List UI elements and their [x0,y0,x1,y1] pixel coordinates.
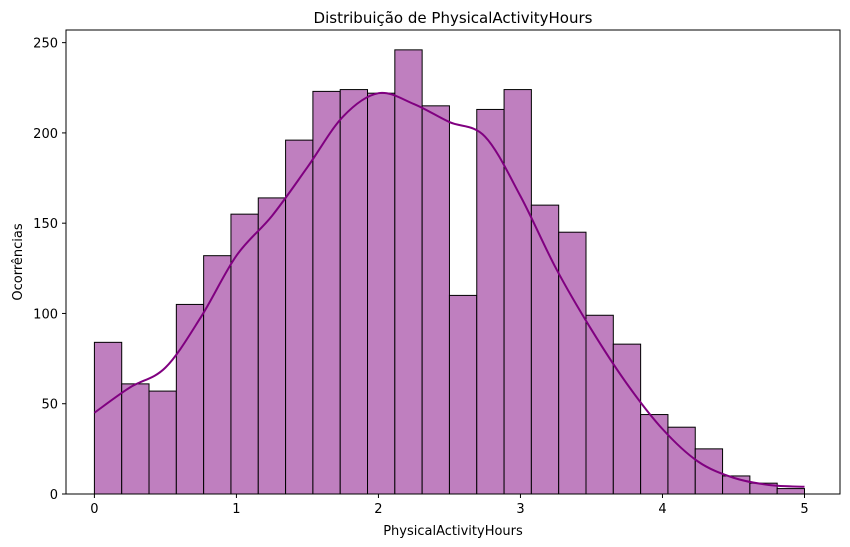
histogram-bar [367,92,396,495]
kde-line [93,91,805,488]
x-ticks-group: 0 1 2 3 4 5 [90,494,809,517]
histogram-bar [339,89,369,495]
chart-title: Distribuição de PhysicalActivityHours [314,9,593,27]
y-tick-label: 250 [33,37,58,52]
histogram-bar [503,89,532,495]
x-axis-label: PhysicalActivityHours [383,524,523,539]
histogram-bar [776,488,805,495]
x-tick-label: 1 [232,502,240,517]
y-tick-label: 100 [33,307,58,322]
plot-frame [65,29,841,495]
histogram-bar [93,341,123,495]
histogram-bar [585,314,614,495]
histogram-bar [148,390,177,495]
histogram-bar [667,426,696,495]
y-tick-label: 150 [33,217,58,232]
histogram-bar [121,383,150,495]
y-ticks-group: 0 50 100 150 200 250 [33,37,66,503]
histogram-bar [230,213,259,495]
histogram-bar [612,343,642,495]
y-axis-label: Ocorrências [11,223,26,300]
y-tick-label: 50 [41,398,58,413]
bars-group [93,49,805,495]
x-tick-label: 2 [374,502,382,517]
y-tick-label: 0 [50,488,58,503]
y-tick-label: 200 [33,127,58,142]
histogram-bar [285,139,314,495]
histogram-bar [640,414,669,495]
histogram-bar [448,294,478,495]
x-tick-label: 0 [90,502,98,517]
histogram-bar [394,49,423,495]
x-tick-label: 5 [800,502,808,517]
histogram-bar [257,197,287,495]
x-tick-label: 4 [658,502,666,517]
x-tick-label: 3 [516,502,524,517]
histogram-bar [558,231,587,495]
histogram-bar [476,108,505,495]
histogram-bar [421,105,450,495]
histogram-bar [203,255,232,495]
